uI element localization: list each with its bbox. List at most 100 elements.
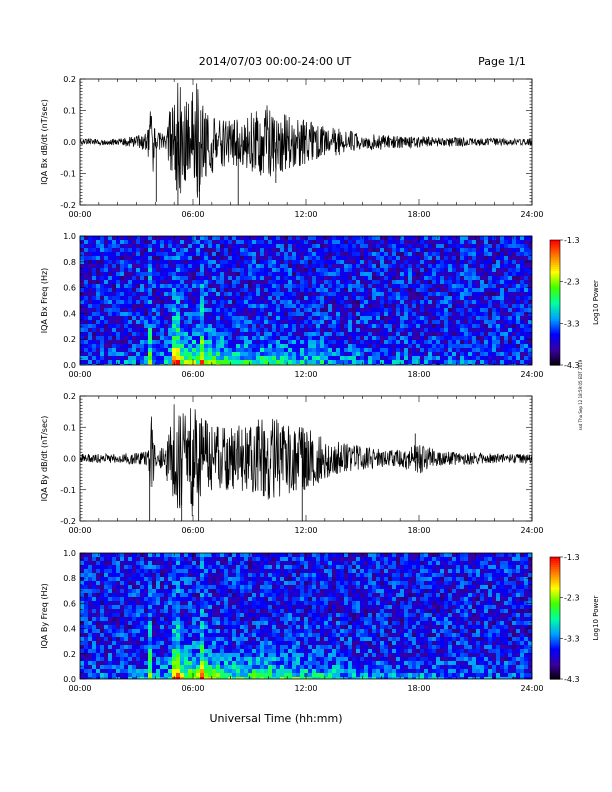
- spectrogram-cell: [88, 657, 92, 661]
- spectrogram-cell: [196, 356, 200, 360]
- spectrogram-cell: [416, 316, 420, 320]
- spectrogram-cell: [284, 316, 288, 320]
- spectrogram-cell: [412, 280, 416, 284]
- spectrogram-cell: [428, 236, 432, 240]
- spectrogram-cell: [148, 356, 152, 360]
- spectrogram-cell: [404, 348, 408, 352]
- spectrogram-cell: [92, 633, 96, 637]
- spectrogram-cell: [164, 597, 168, 601]
- spectrogram-cell: [288, 364, 292, 365]
- spectrogram-cell: [168, 292, 172, 296]
- spectrogram-cell: [336, 328, 340, 332]
- spectrogram-cell: [224, 348, 228, 352]
- panel-1: 00:00 06:00 12:00 18:00 24:000.20.10.0-0.1-0…: [40, 75, 544, 219]
- spectrogram-cell: [228, 292, 232, 296]
- spectrogram-cell: [100, 328, 104, 332]
- spectrogram-cell: [460, 320, 464, 324]
- spectrogram-cell: [412, 244, 416, 248]
- spectrogram-cell: [264, 236, 268, 240]
- spectrogram-cell: [116, 332, 120, 336]
- spectrogram-cell: [316, 340, 320, 344]
- spectrogram-cell: [196, 252, 200, 256]
- spectrogram-cell: [196, 304, 200, 308]
- spectrogram-cell: [156, 280, 160, 284]
- y-tick-label: 0.0: [63, 138, 76, 147]
- spectrogram-cell: [84, 577, 88, 581]
- spectrogram-cell: [528, 236, 532, 240]
- spectrogram-cell: [376, 292, 380, 296]
- spectrogram-cell: [132, 633, 136, 637]
- spectrogram-cell: [456, 276, 460, 280]
- spectrogram-cell: [160, 260, 164, 264]
- spectrogram-cell: [512, 236, 516, 240]
- spectrogram-cell: [84, 625, 88, 629]
- spectrogram-cell: [252, 288, 256, 292]
- spectrogram-cell: [296, 344, 300, 348]
- spectrogram-cell: [176, 320, 180, 324]
- spectrogram-cell: [100, 561, 104, 565]
- spectrogram-cell: [516, 304, 520, 308]
- spectrogram-cell: [448, 356, 452, 360]
- spectrogram-cell: [512, 324, 516, 328]
- spectrogram-cell: [348, 260, 352, 264]
- spectrogram-cell: [360, 316, 364, 320]
- spectrogram-cell: [368, 252, 372, 256]
- spectrogram-cell: [484, 264, 488, 268]
- spectrogram-cell: [184, 356, 188, 360]
- spectrogram-cell: [140, 356, 144, 360]
- spectrogram-cell: [152, 613, 156, 617]
- spectrogram-cell: [88, 677, 92, 679]
- spectrogram-cell: [312, 308, 316, 312]
- spectrogram-cell: [272, 320, 276, 324]
- spectrogram-cell: [508, 240, 512, 244]
- spectrogram-cell: [344, 340, 348, 344]
- spectrogram-cell: [128, 260, 132, 264]
- spectrogram-cell: [176, 344, 180, 348]
- spectrogram-cell: [136, 268, 140, 272]
- spectrogram-cell: [280, 300, 284, 304]
- spectrogram-cell: [108, 316, 112, 320]
- spectrogram-cell: [184, 585, 188, 589]
- spectrogram-cell: [160, 617, 164, 621]
- spectrogram-cell: [416, 336, 420, 340]
- spectrogram-cell: [128, 665, 132, 669]
- spectrogram-cell: [328, 272, 332, 276]
- spectrogram-cell: [516, 316, 520, 320]
- spectrogram-cell: [316, 268, 320, 272]
- spectrogram-cell: [92, 244, 96, 248]
- spectrogram-cell: [116, 268, 120, 272]
- spectrogram-cell: [176, 573, 180, 577]
- spectrogram-cell: [124, 252, 128, 256]
- spectrogram-cell: [396, 348, 400, 352]
- spectrogram-cell: [408, 336, 412, 340]
- spectrogram-cell: [308, 356, 312, 360]
- spectrogram-cell: [396, 316, 400, 320]
- spectrogram-cell: [444, 332, 448, 336]
- spectrogram-cell: [88, 308, 92, 312]
- spectrogram-cell: [308, 344, 312, 348]
- spectrogram-cell: [348, 288, 352, 292]
- spectrogram-cell: [236, 264, 240, 268]
- spectrogram-cell: [440, 272, 444, 276]
- spectrogram-cell: [156, 669, 160, 673]
- spectrogram-cell: [320, 288, 324, 292]
- spectrogram-cell: [380, 296, 384, 300]
- spectrogram-cell: [328, 356, 332, 360]
- spectrogram-cell: [300, 292, 304, 296]
- spectrogram-cell: [148, 340, 152, 344]
- spectrogram-cell: [404, 332, 408, 336]
- spectrogram-cell: [80, 360, 84, 364]
- spectrogram-cell: [396, 280, 400, 284]
- spectrogram-cell: [116, 356, 120, 360]
- spectrogram-cell: [140, 340, 144, 344]
- spectrogram-cell: [184, 308, 188, 312]
- spectrogram-cell: [136, 613, 140, 617]
- spectrogram-cell: [96, 673, 100, 677]
- spectrogram-cell: [488, 336, 492, 340]
- spectrogram-cell: [120, 356, 124, 360]
- spectrogram-cell: [112, 252, 116, 256]
- spectrogram-cell: [220, 324, 224, 328]
- spectrogram-cell: [224, 300, 228, 304]
- spectrogram-cell: [328, 260, 332, 264]
- spectrogram-cell: [528, 272, 532, 276]
